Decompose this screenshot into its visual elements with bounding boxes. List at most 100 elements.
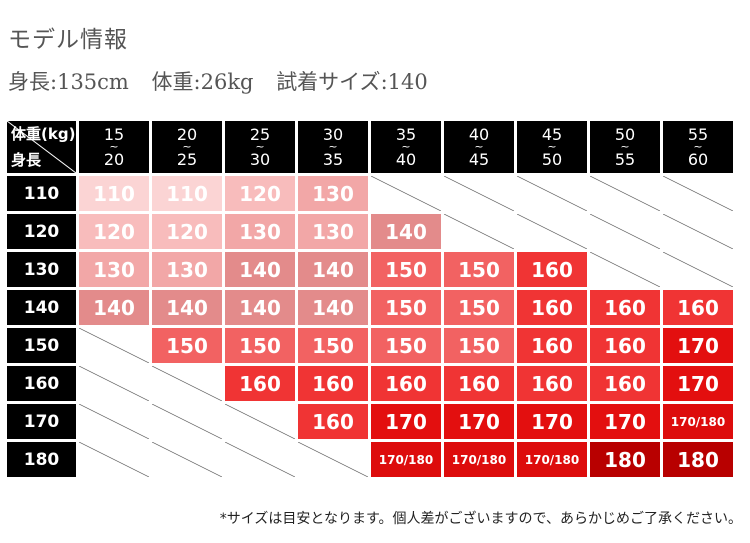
size-cell: 170	[517, 404, 587, 439]
size-cell: 110	[152, 176, 222, 211]
size-cell: 120	[79, 214, 149, 249]
size-cell: 160	[517, 252, 587, 287]
height-row-header: 150	[7, 328, 76, 363]
weight-range-high: 55	[614, 150, 636, 169]
weight-range-tilde: ~	[620, 140, 630, 153]
size-cell: 180	[663, 442, 733, 477]
model-tried-size: 試着サイズ:140	[276, 70, 428, 94]
table-row: 160 160 160 160 160 160 160 170	[7, 366, 733, 401]
empty-size-cell	[152, 366, 222, 401]
size-cell: 150	[152, 328, 222, 363]
size-cell: 160	[517, 328, 587, 363]
size-cell: 130	[79, 252, 149, 287]
size-cell: 120	[225, 176, 295, 211]
size-cell: 110	[79, 176, 149, 211]
height-row-header: 160	[7, 366, 76, 401]
weight-range-header: 20 ~25	[152, 121, 222, 173]
height-row-header: 110	[7, 176, 76, 211]
empty-size-cell	[225, 404, 295, 439]
table-corner-cell: 体重(kg) 身長	[7, 121, 76, 173]
size-cell: 150	[371, 252, 441, 287]
table-body: 110 110 110 120 130 120 120 120 130 130 140 130 130 1…	[7, 176, 733, 477]
weight-range-tilde: ~	[182, 140, 192, 153]
empty-size-cell	[371, 176, 441, 211]
height-axis-label: 身長	[11, 151, 42, 169]
size-cell: 160	[371, 366, 441, 401]
size-cell: 150	[225, 328, 295, 363]
size-cell: 160	[517, 366, 587, 401]
size-cell: 160	[298, 404, 368, 439]
weight-range-header: 40 ~45	[444, 121, 514, 173]
empty-size-cell	[517, 176, 587, 211]
table-row: 110 110 110 120 130	[7, 176, 733, 211]
empty-size-cell	[663, 176, 733, 211]
weight-range-high: 40	[395, 150, 417, 169]
weight-range-high: 30	[249, 150, 271, 169]
empty-size-cell	[152, 404, 222, 439]
weight-range-low: 55	[687, 125, 709, 144]
size-cell: 160	[298, 366, 368, 401]
weight-range-tilde: ~	[401, 140, 411, 153]
size-cell: 120	[152, 214, 222, 249]
empty-size-cell	[152, 442, 222, 477]
weight-range-low: 15	[103, 125, 125, 144]
size-cell: 170	[663, 366, 733, 401]
empty-size-cell	[225, 442, 295, 477]
weight-range-high: 20	[103, 150, 125, 169]
height-row-header: 120	[7, 214, 76, 249]
model-height: 身長:135cm	[8, 70, 129, 94]
model-weight: 体重:26kg	[151, 70, 254, 94]
empty-size-cell	[590, 214, 660, 249]
weight-range-low: 20	[176, 125, 198, 144]
size-cell: 170/180	[663, 404, 733, 439]
weight-range-high: 35	[322, 150, 344, 169]
empty-size-cell	[298, 442, 368, 477]
weight-range-tilde: ~	[109, 140, 119, 153]
page-title: モデル情報	[8, 27, 128, 53]
weight-range-header: 45 ~50	[517, 121, 587, 173]
weight-range-tilde: ~	[328, 140, 338, 153]
size-cell: 140	[371, 214, 441, 249]
empty-size-cell	[79, 328, 149, 363]
weight-range-low: 25	[249, 125, 271, 144]
height-row-header: 140	[7, 290, 76, 325]
empty-size-cell	[79, 366, 149, 401]
size-cell: 150	[298, 328, 368, 363]
table-row: 180 170/180 170/180 170/180 180 180	[7, 442, 733, 477]
size-cell: 130	[152, 252, 222, 287]
model-info: 身長:135cm 体重:26kg 試着サイズ:140	[8, 66, 444, 96]
size-cell: 140	[298, 252, 368, 287]
weight-axis-label: 体重(kg)	[11, 125, 76, 143]
size-cell: 150	[444, 328, 514, 363]
empty-size-cell	[590, 176, 660, 211]
size-cell: 150	[371, 290, 441, 325]
size-cell: 140	[79, 290, 149, 325]
size-cell: 130	[298, 176, 368, 211]
size-cell: 140	[298, 290, 368, 325]
size-cell: 170/180	[371, 442, 441, 477]
table-header-row: 体重(kg) 身長 15 ~20 20 ~25 25 ~30 30 ~35 35 ~40 40 ~45…	[7, 121, 733, 173]
weight-range-tilde: ~	[547, 140, 557, 153]
size-cell: 140	[152, 290, 222, 325]
table-row: 130 130 130 140 140 150 150 160	[7, 252, 733, 287]
size-cell: 170	[371, 404, 441, 439]
weight-range-low: 45	[541, 125, 563, 144]
weight-range-low: 35	[395, 125, 417, 144]
size-cell: 170	[444, 404, 514, 439]
size-cell: 160	[590, 328, 660, 363]
empty-size-cell	[517, 214, 587, 249]
height-row-header: 180	[7, 442, 76, 477]
empty-size-cell	[663, 214, 733, 249]
size-cell: 160	[517, 290, 587, 325]
footnote: *サイズは目安となります。個人差がございますので、あらかじめご了承ください。	[219, 511, 742, 527]
size-cell: 150	[444, 290, 514, 325]
size-cell: 130	[298, 214, 368, 249]
weight-range-low: 50	[614, 125, 636, 144]
size-cell: 170	[663, 328, 733, 363]
size-cell: 170/180	[444, 442, 514, 477]
weight-range-high: 25	[176, 150, 198, 169]
weight-range-high: 60	[687, 150, 709, 169]
empty-size-cell	[79, 404, 149, 439]
weight-range-low: 40	[468, 125, 490, 144]
weight-range-header: 50 ~55	[590, 121, 660, 173]
